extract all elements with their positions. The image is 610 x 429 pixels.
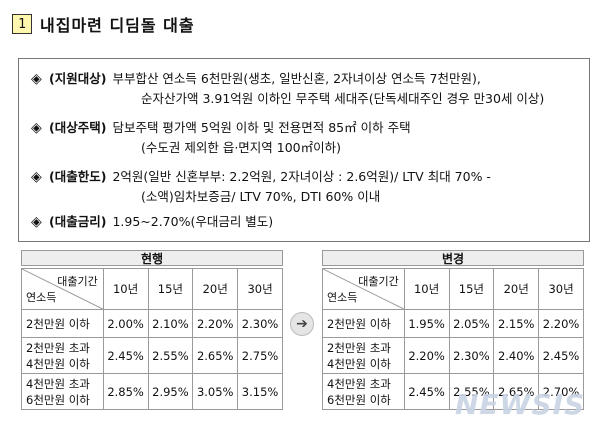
- info-label: (대상주택): [49, 120, 107, 135]
- rate-cell: 2.45%: [538, 337, 584, 374]
- info-label: (대출금리): [49, 214, 107, 229]
- page-title: 내집마련 디딤돌 대출: [40, 16, 195, 35]
- period-header: 20년: [493, 268, 540, 310]
- diamond-bullet-icon: ◈: [31, 120, 42, 136]
- table-row: 2천만원 이하 1.95% 2.05% 2.15% 2.20%: [322, 309, 584, 338]
- changed-header: 변경: [322, 250, 584, 266]
- rate-cell: 2.20%: [192, 309, 239, 338]
- rate-cell: 2.30%: [448, 337, 495, 374]
- corner-cell: 대출기간 연소득: [322, 268, 405, 310]
- current-rate-table: 대출기간 연소득 10년 15년 20년 30년 2천만원 이하 2.00% 2…: [21, 268, 283, 410]
- table-header-row: 대출기간 연소득 10년 15년 20년 30년: [21, 268, 283, 310]
- rate-cell: 2.30%: [237, 309, 283, 338]
- info-text-cont: (수도권 제외한 읍·면지역 100㎡이하): [141, 140, 342, 155]
- table-row: 4천만원 초과 6천만원 이하 2.85% 2.95% 3.05% 3.15%: [21, 373, 283, 410]
- diamond-bullet-icon: ◈: [31, 214, 42, 230]
- rate-cell: 2.85%: [102, 373, 149, 410]
- info-label: (지원대상): [49, 71, 107, 86]
- period-header: 30년: [538, 268, 584, 310]
- current-header: 현행: [21, 250, 283, 266]
- info-label: (대출한도): [49, 169, 107, 184]
- rate-cell: 2.15%: [493, 309, 540, 338]
- corner-income-label: 연소득: [26, 291, 57, 304]
- rate-cell: 2.45%: [102, 337, 149, 374]
- rate-cell: 2.10%: [147, 309, 194, 338]
- diamond-bullet-icon: ◈: [31, 169, 42, 185]
- rate-cell: 2.05%: [448, 309, 495, 338]
- info-text: 2억원(일반 신혼부부: 2.2억원, 2자녀이상 : 2.6억원)/ LTV …: [112, 169, 491, 184]
- table-row: 4천만원 초과 6천만원 이하 2.45% 2.55% 2.65% 2.70%: [322, 373, 584, 410]
- rate-cell: 2.40%: [493, 337, 540, 374]
- period-header: 15년: [448, 268, 495, 310]
- info-text: 담보주택 평가액 5억원 이하 및 전용면적 85㎡ 이하 주택: [112, 120, 411, 135]
- rate-cell: 2.70%: [538, 373, 584, 410]
- period-header: 30년: [237, 268, 283, 310]
- period-header: 10년: [102, 268, 149, 310]
- period-header: 20년: [192, 268, 239, 310]
- rate-cell: 2.20%: [403, 337, 450, 374]
- income-label: 4천만원 초과 6천만원 이하: [322, 373, 405, 410]
- table-row: 2천만원 초과 4천만원 이하 2.20% 2.30% 2.40% 2.45%: [322, 337, 584, 374]
- income-label: 4천만원 초과 6천만원 이하: [21, 373, 104, 410]
- info-item-house: ◈ (대상주택) 담보주택 평가액 5억원 이하 및 전용면적 85㎡ 이하 주택 …: [31, 118, 411, 157]
- rate-cell: 2.20%: [538, 309, 584, 338]
- info-item-limit: ◈ (대출한도) 2억원(일반 신혼부부: 2.2억원, 2자녀이상 : 2.6억원…: [31, 167, 491, 206]
- rate-cell: 2.65%: [493, 373, 540, 410]
- period-header: 10년: [403, 268, 450, 310]
- info-text: 부부합산 연소득 6천만원(생초, 일반신혼, 2자녀이상 연소득 7천만원),: [112, 71, 481, 86]
- info-box: ◈ (지원대상) 부부합산 연소득 6천만원(생초, 일반신혼, 2자녀이상 연소득…: [18, 58, 590, 242]
- title-row: 1 내집마련 디딤돌 대출: [12, 11, 195, 37]
- rate-cell: 2.65%: [192, 337, 239, 374]
- income-label: 2천만원 초과 4천만원 이하: [322, 337, 405, 374]
- diamond-bullet-icon: ◈: [31, 71, 42, 87]
- rate-cell: 2.95%: [147, 373, 194, 410]
- right-arrow-icon: ➔: [290, 312, 314, 336]
- info-text-cont: (소액)임차보증금/ LTV 70%, DTI 60% 이내: [141, 189, 381, 204]
- info-item-target: ◈ (지원대상) 부부합산 연소득 6천만원(생초, 일반신혼, 2자녀이상 연소득…: [31, 69, 544, 108]
- diagonal-line: [323, 269, 404, 309]
- rate-cell: 2.55%: [448, 373, 495, 410]
- rate-cell: 2.45%: [403, 373, 450, 410]
- info-text-cont: 순자산가액 3.91억원 이하인 무주택 세대주(단독세대주인 경우 만30세 …: [141, 91, 545, 106]
- rate-cell: 2.75%: [237, 337, 283, 374]
- corner-income-label: 연소득: [327, 291, 358, 304]
- info-text: 1.95~2.70%(우대금리 별도): [112, 214, 274, 229]
- table-row: 2천만원 초과 4천만원 이하 2.45% 2.55% 2.65% 2.75%: [21, 337, 283, 374]
- period-header: 15년: [147, 268, 194, 310]
- diagonal-line: [22, 269, 103, 309]
- info-item-rate: ◈ (대출금리) 1.95~2.70%(우대금리 별도): [31, 212, 273, 232]
- table-row: 2천만원 이하 2.00% 2.10% 2.20% 2.30%: [21, 309, 283, 338]
- income-label: 2천만원 이하: [21, 309, 104, 338]
- income-label: 2천만원 이하: [322, 309, 405, 338]
- rate-cell: 2.55%: [147, 337, 194, 374]
- corner-period-label: 대출기간: [358, 275, 399, 288]
- corner-period-label: 대출기간: [57, 275, 98, 288]
- table-header-row: 대출기간 연소득 10년 15년 20년 30년: [322, 268, 584, 310]
- rate-cell: 2.00%: [102, 309, 149, 338]
- corner-cell: 대출기간 연소득: [21, 268, 104, 310]
- rate-cell: 1.95%: [403, 309, 450, 338]
- section-number: 1: [12, 14, 32, 34]
- rate-cell: 3.05%: [192, 373, 239, 410]
- income-label: 2천만원 초과 4천만원 이하: [21, 337, 104, 374]
- newsis-watermark: NEWSIS: [455, 388, 586, 421]
- rate-cell: 3.15%: [237, 373, 283, 410]
- changed-rate-table: 대출기간 연소득 10년 15년 20년 30년 2천만원 이하 1.95% 2…: [322, 268, 584, 410]
